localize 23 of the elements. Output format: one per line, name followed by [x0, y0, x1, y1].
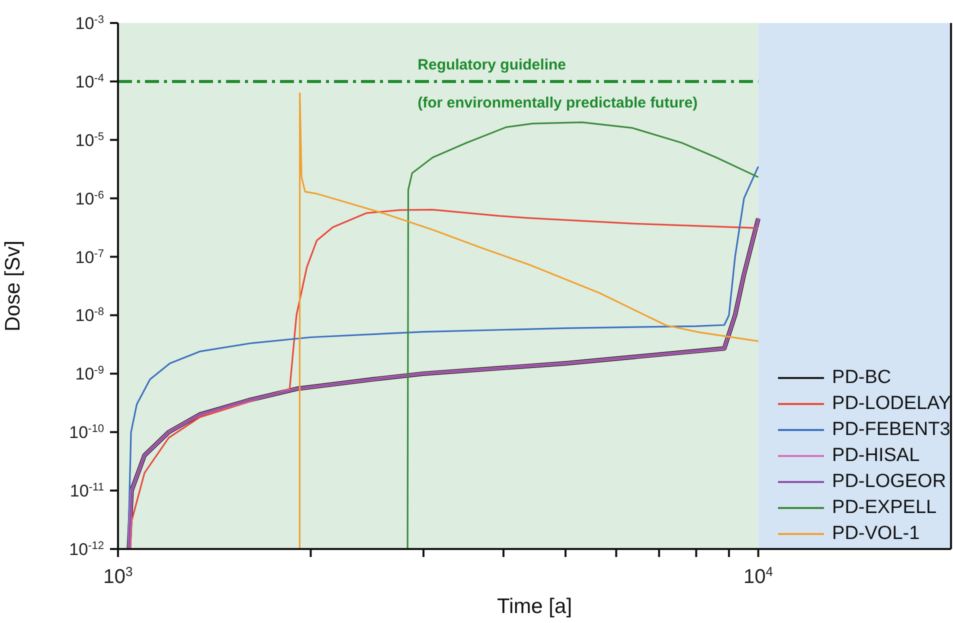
y-tick-label: 10$^{-9}$	[75, 364, 104, 384]
y-tick-label: 10$^{-6}$	[75, 189, 104, 208]
y-axis-title: Dose [Sv]	[1, 240, 24, 332]
legend-label: PD-HISAL	[832, 445, 920, 467]
legend-label: PD-BC	[832, 367, 892, 389]
ref-line-label: Regulatory guideline	[418, 56, 566, 74]
y-tick-label: 10$^{-7}$	[75, 248, 104, 267]
legend-label: PD-LOGEOR	[832, 471, 946, 493]
y-tick-label: 10$^{-12}$	[69, 540, 104, 559]
y-tick-label: 10$^{-10}$	[69, 423, 104, 442]
y-tick-label: 10$^{-5}$	[75, 130, 104, 150]
legend-label: PD-LODELAY	[832, 393, 951, 415]
annotation: (for environmentally predictable future)	[418, 94, 698, 112]
y-tick-label: 10$^{-11}$	[70, 482, 104, 501]
x-axis-title: Time [a]	[496, 595, 572, 618]
legend-label: PD-EXPELL	[832, 497, 937, 519]
x-tick-label: 10$^{3}$	[103, 564, 133, 588]
y-tick-label: 10$^{-8}$	[75, 306, 104, 326]
y-tick-label: 10$^{-4}$	[75, 72, 104, 92]
y-tick-label: 10$^{-3}$	[75, 14, 104, 33]
legend-label: PD-VOL-1	[832, 523, 920, 545]
x-tick-label: 10$^{4}$	[744, 564, 774, 588]
legend-label: PD-FEBENT3	[832, 419, 950, 441]
